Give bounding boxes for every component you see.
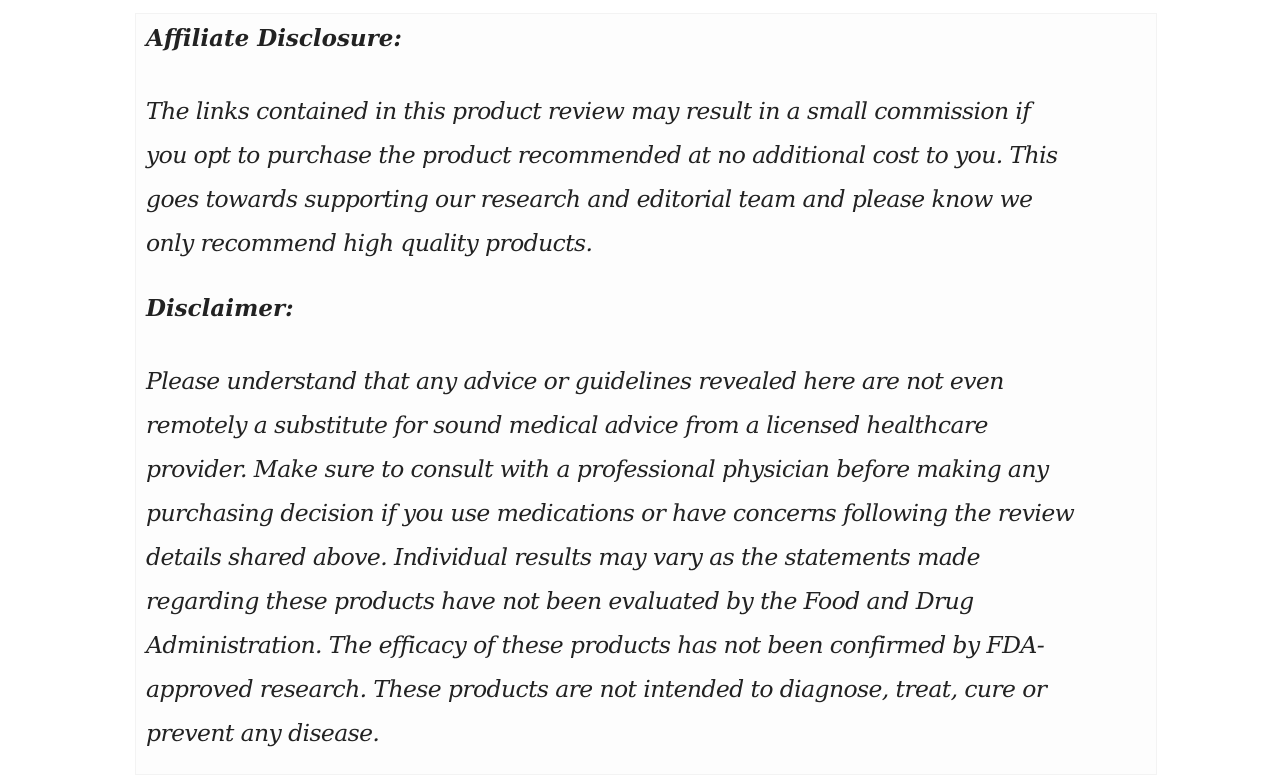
text-line: remotely a substitute for sound medical … — [146, 411, 988, 439]
text-line: approved research. These products are no… — [146, 675, 1047, 703]
text-line: Please understand that any advice or gui… — [146, 367, 1004, 395]
content-box — [135, 13, 1157, 775]
text-line: Administration. The efficacy of these pr… — [146, 631, 1045, 659]
affiliate-disclosure-heading: Affiliate Disclosure: — [146, 25, 402, 52]
text-line: details shared above. Individual results… — [146, 543, 981, 571]
text-line: regarding these products have not been e… — [146, 587, 974, 615]
text-line: prevent any disease. — [146, 719, 380, 747]
affiliate-disclosure-text: The links contained in this product revi… — [146, 89, 1058, 265]
text-line: provider. Make sure to consult with a pr… — [146, 455, 1049, 483]
text-line: only recommend high quality products. — [146, 229, 593, 257]
text-line: purchasing decision if you use medicatio… — [146, 499, 1075, 527]
disclaimer-text: Please understand that any advice or gui… — [146, 359, 1075, 755]
text-line: you opt to purchase the product recommen… — [146, 141, 1058, 169]
disclaimer-heading: Disclaimer: — [146, 295, 294, 322]
text-line: goes towards supporting our research and… — [146, 185, 1033, 213]
text-line: The links contained in this product revi… — [146, 97, 1031, 125]
